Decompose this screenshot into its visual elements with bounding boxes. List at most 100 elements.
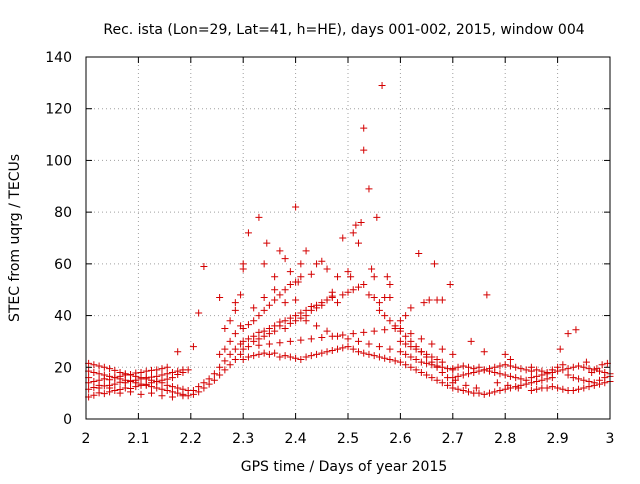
data-point xyxy=(386,317,394,325)
data-point xyxy=(527,363,535,371)
y-tick-label: 40 xyxy=(54,309,72,325)
data-point xyxy=(433,362,441,370)
data-point xyxy=(386,356,394,364)
data-point xyxy=(472,384,480,392)
data-point xyxy=(339,291,347,299)
data-point xyxy=(396,325,404,332)
data-point xyxy=(470,368,478,376)
data-point xyxy=(598,361,606,369)
data-point xyxy=(255,328,263,336)
data-point xyxy=(391,322,399,330)
data-point xyxy=(501,385,509,393)
data-point xyxy=(564,330,572,338)
data-point xyxy=(297,273,305,281)
data-point xyxy=(370,273,378,281)
data-point xyxy=(365,185,373,193)
data-point xyxy=(163,370,171,378)
data-point xyxy=(527,387,535,395)
data-point xyxy=(226,317,234,325)
data-point xyxy=(438,358,446,366)
data-point xyxy=(286,353,294,361)
data-point xyxy=(100,390,108,398)
data-point xyxy=(244,353,252,361)
data-point xyxy=(373,213,381,221)
data-point xyxy=(548,366,556,374)
data-point xyxy=(360,349,368,357)
data-point xyxy=(559,385,567,393)
data-point xyxy=(533,366,541,374)
data-point xyxy=(585,365,593,373)
data-point xyxy=(271,296,279,304)
data-point xyxy=(255,341,263,349)
x-tick-label: 2.2 xyxy=(180,431,202,447)
data-point xyxy=(428,353,436,361)
data-point xyxy=(354,337,362,345)
data-point xyxy=(323,296,331,304)
data-point xyxy=(433,376,441,384)
data-point xyxy=(260,349,268,357)
data-point xyxy=(307,335,315,343)
data-point xyxy=(158,385,166,393)
data-point xyxy=(575,375,583,383)
data-point xyxy=(407,363,415,371)
data-point xyxy=(485,365,493,373)
data-point xyxy=(276,353,284,361)
data-point xyxy=(318,334,326,342)
data-point xyxy=(323,265,331,273)
data-point xyxy=(216,363,224,371)
data-point xyxy=(480,348,488,356)
data-point xyxy=(527,374,535,382)
data-point xyxy=(142,367,150,375)
data-point xyxy=(357,218,365,226)
data-point xyxy=(255,213,263,221)
data-point xyxy=(127,378,135,386)
data-point xyxy=(412,356,420,364)
data-point xyxy=(276,318,284,326)
data-point xyxy=(286,314,294,322)
data-point xyxy=(297,309,305,317)
data-point xyxy=(210,376,218,384)
data-point xyxy=(263,239,271,247)
data-point xyxy=(417,335,425,343)
data-point xyxy=(459,371,467,379)
data-point xyxy=(323,327,331,335)
data-point xyxy=(375,306,383,314)
data-point xyxy=(95,381,103,389)
data-point xyxy=(90,368,98,376)
data-point xyxy=(106,372,114,380)
data-point xyxy=(297,336,305,344)
data-point xyxy=(205,375,213,383)
data-point xyxy=(200,379,208,387)
data-point xyxy=(485,389,493,397)
data-point xyxy=(533,385,541,393)
data-point xyxy=(250,304,258,312)
data-point xyxy=(297,260,305,268)
data-point xyxy=(428,361,436,369)
data-point xyxy=(281,255,289,263)
data-point xyxy=(506,362,514,370)
data-point xyxy=(231,306,239,314)
data-point xyxy=(339,331,347,339)
data-point xyxy=(226,361,234,369)
data-point xyxy=(276,291,284,299)
data-point xyxy=(360,124,368,132)
data-point xyxy=(396,348,404,356)
data-point xyxy=(402,332,410,340)
data-point xyxy=(189,343,197,351)
data-point xyxy=(195,309,203,317)
data-point xyxy=(260,260,268,268)
data-point xyxy=(255,335,263,343)
data-point xyxy=(451,376,459,384)
data-point xyxy=(148,366,155,374)
data-point xyxy=(292,354,300,362)
data-point xyxy=(106,365,114,373)
chart-title: Rec. ista (Lon=29, Lat=41, h=HE), days 0… xyxy=(103,22,584,38)
grid-lines xyxy=(86,57,610,419)
data-point xyxy=(313,350,321,358)
x-tick-label: 2 xyxy=(82,431,91,447)
data-point xyxy=(354,283,362,291)
data-point xyxy=(454,363,462,371)
data-point xyxy=(423,350,431,358)
